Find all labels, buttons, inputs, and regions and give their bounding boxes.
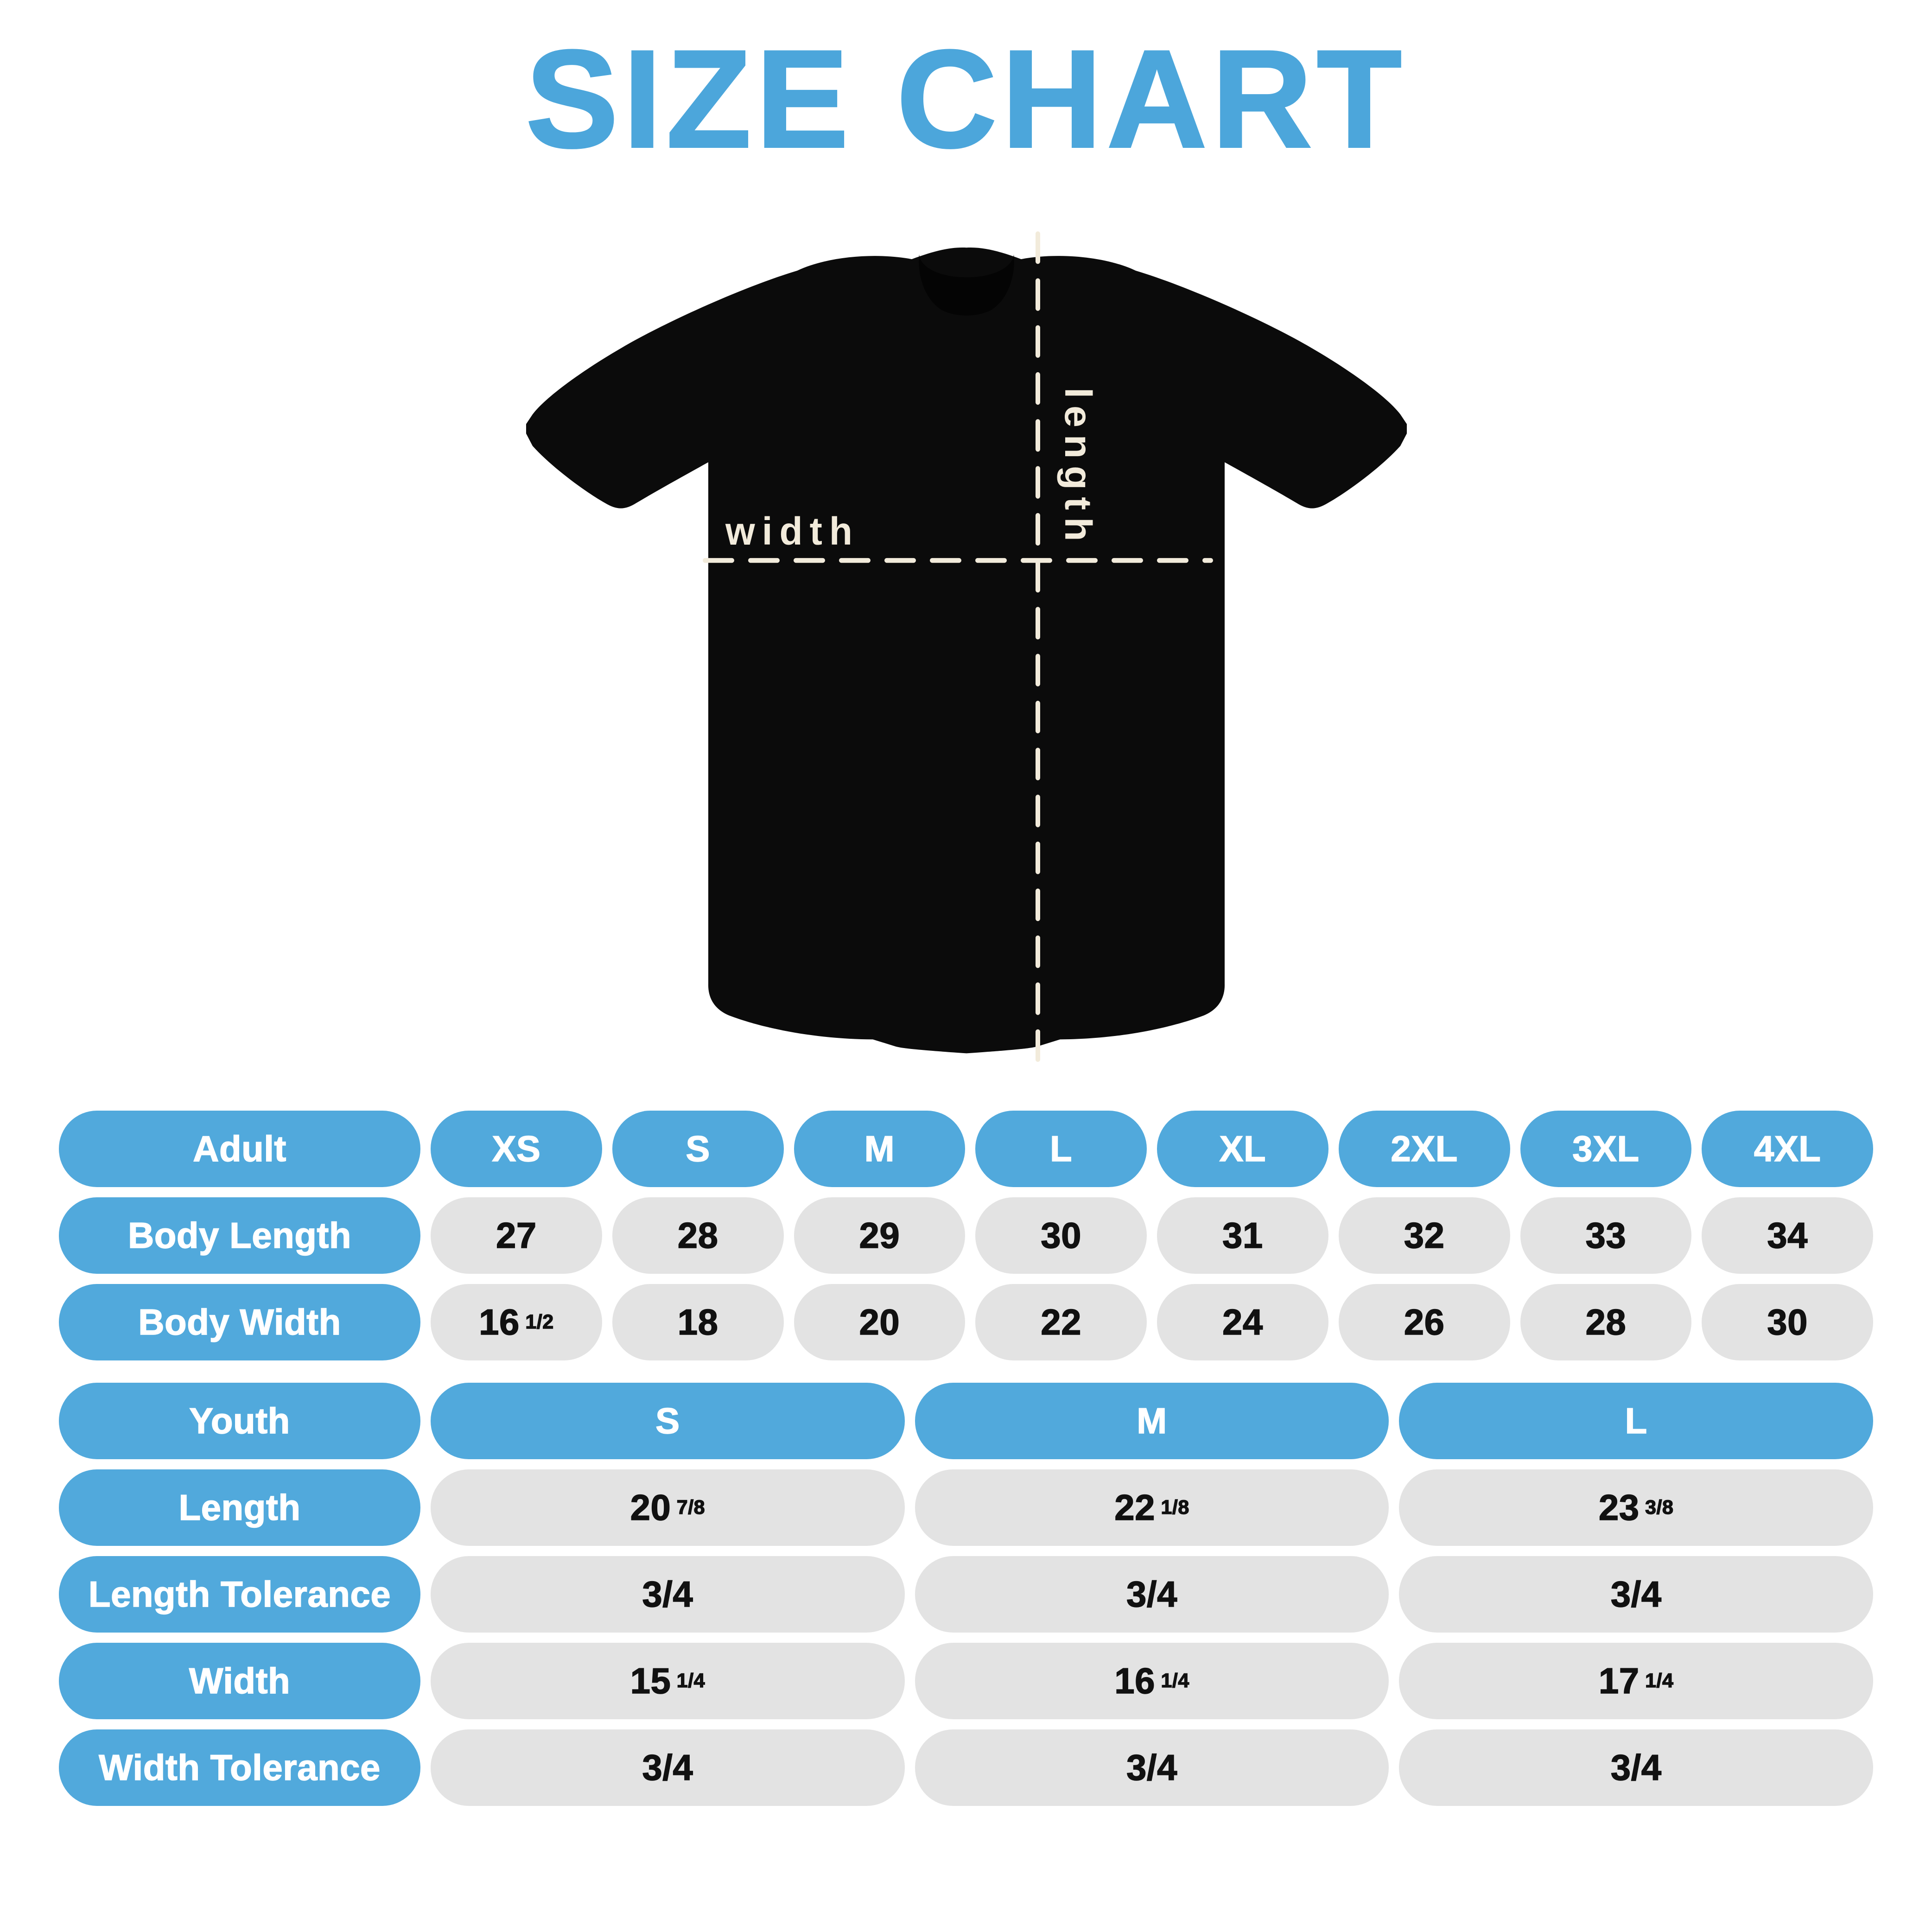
svg-text:width: width (725, 509, 859, 553)
svg-text:length: length (1057, 388, 1099, 548)
